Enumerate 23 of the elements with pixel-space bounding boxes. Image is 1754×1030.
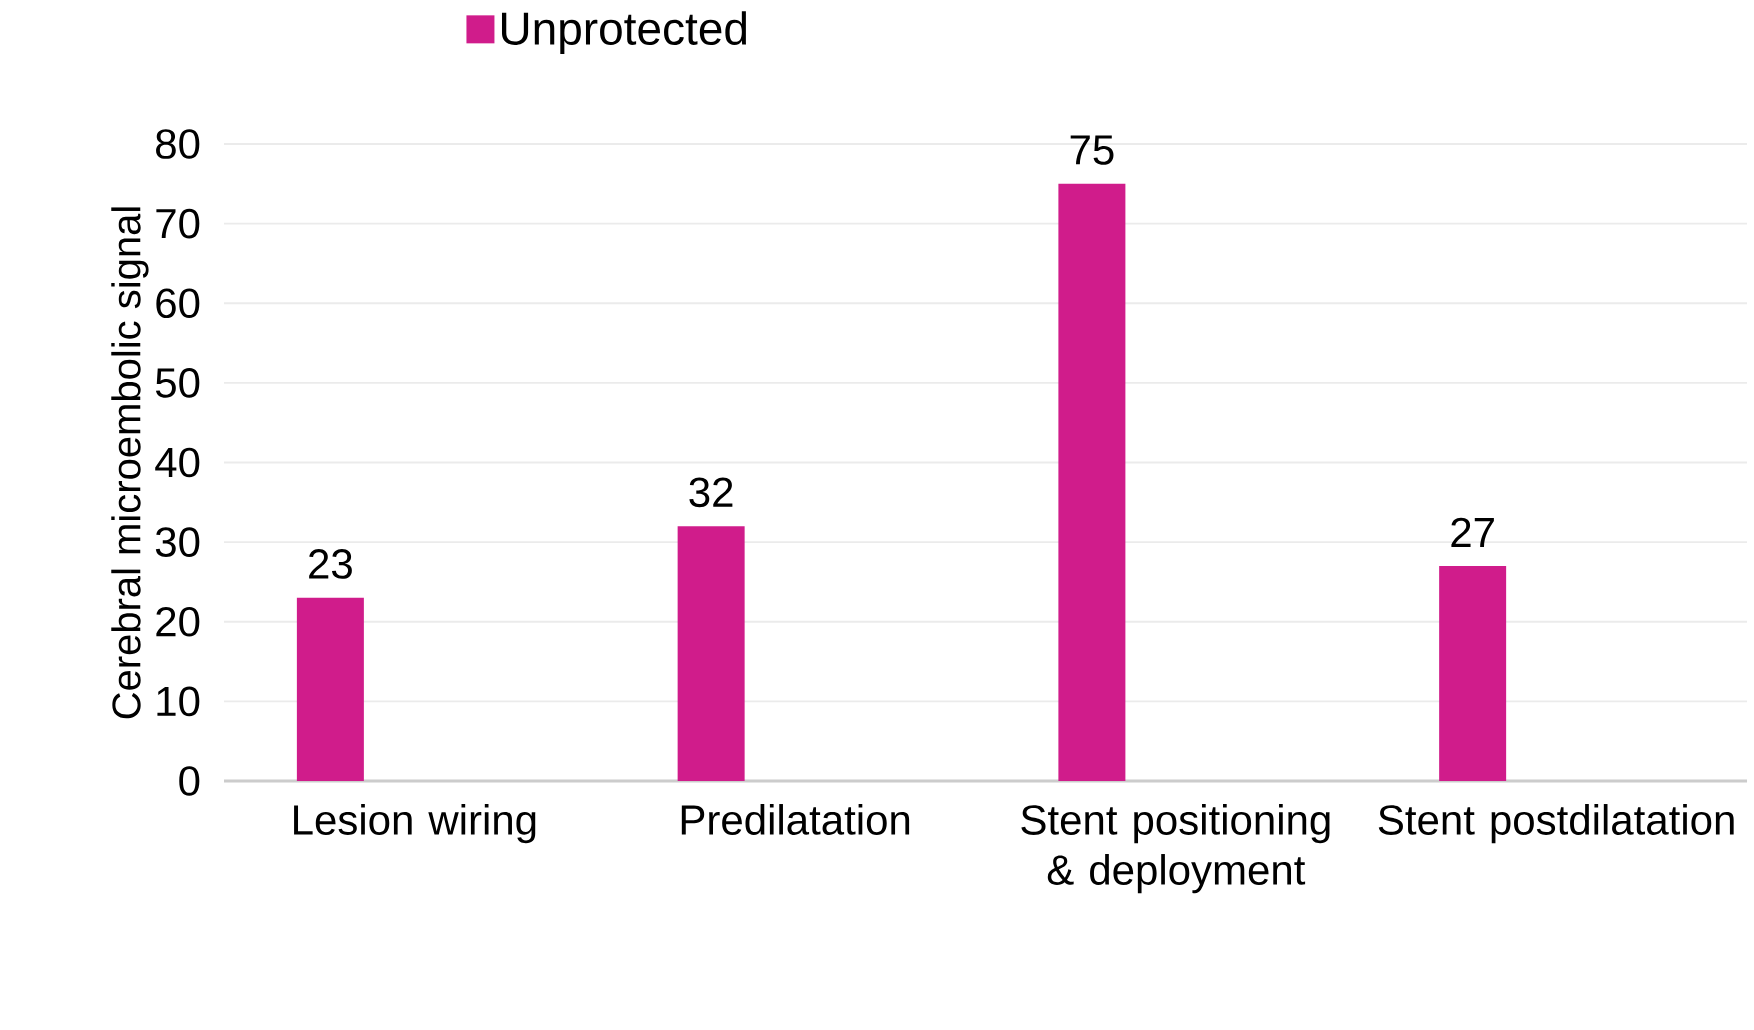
y-axis-title: Cerebral microembolic signal: [111, 207, 149, 719]
y-tick-label: 10: [157, 686, 200, 717]
y-tick-label: 40: [155, 447, 200, 478]
y-tick-label: 80: [156, 129, 200, 159]
data-label: 32: [689, 477, 733, 508]
x-tick-label: Predilatation: [681, 804, 910, 835]
y-tick-label: 30: [155, 527, 200, 557]
y-tick-label: 70: [156, 208, 200, 239]
x-tick-label: Stent postdilatation: [1378, 804, 1734, 844]
y-tick-label: 50: [155, 368, 200, 398]
y-tick-label: 60: [156, 288, 200, 319]
data-label: 75: [1070, 135, 1114, 165]
y-tick-label: 20: [156, 606, 200, 637]
bar: [1058, 183, 1126, 781]
bar: [1439, 566, 1507, 781]
data-label: 23: [309, 549, 352, 579]
bar: [296, 597, 364, 781]
bar: [677, 526, 745, 781]
y-tick-label: 0: [179, 766, 200, 796]
legend-label: Unprotected: [501, 11, 747, 55]
x-tick-label: Lesion wiring: [294, 804, 536, 844]
data-label: 27: [1451, 517, 1494, 547]
x-tick-label: Stent positioning & deployment: [1021, 804, 1330, 894]
